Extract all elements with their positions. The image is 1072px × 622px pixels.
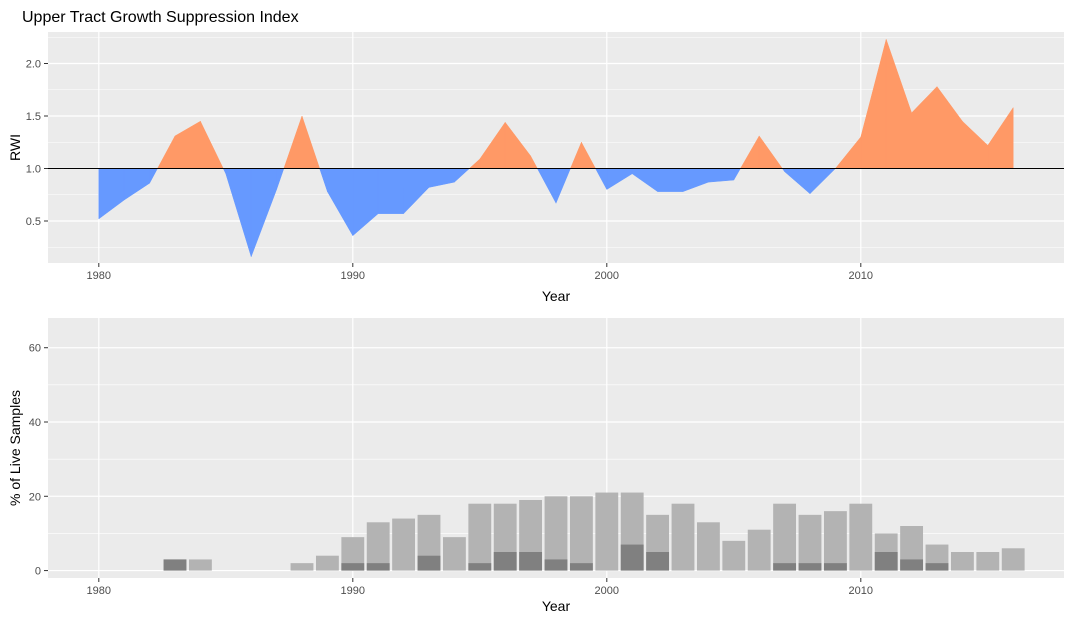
- y-tick-label: 20: [29, 491, 41, 503]
- bar-light: [798, 514, 822, 571]
- bar-dark: [925, 563, 949, 571]
- bar-dark: [544, 559, 568, 571]
- bar-dark: [468, 563, 492, 571]
- bar-dark: [900, 559, 924, 571]
- x-tick-label: 1990: [341, 585, 365, 597]
- bar-light: [544, 496, 568, 571]
- y-tick-label: 0.5: [26, 216, 41, 228]
- bar-light: [188, 559, 212, 571]
- y-tick-label: 40: [29, 417, 41, 429]
- bar-light: [671, 503, 695, 571]
- y-tick-label: 0: [35, 566, 41, 578]
- top-areas: [98, 39, 1014, 257]
- x-tick-label: 1980: [87, 585, 111, 597]
- bar-light: [569, 496, 593, 571]
- bar-light: [747, 529, 771, 571]
- bar-dark: [798, 563, 822, 571]
- bottom-y-axis-label: % of Live Samples: [7, 390, 23, 506]
- x-tick-label: 1990: [341, 270, 365, 282]
- bar-dark: [773, 563, 797, 571]
- rwi-area-segment: [657, 168, 684, 192]
- bar-light: [773, 503, 797, 571]
- x-tick-label: 2000: [595, 270, 619, 282]
- top-chart: Upper Tract Growth Suppression Index 0.5…: [7, 9, 1064, 304]
- top-x-axis-label: Year: [542, 288, 571, 304]
- y-tick-label: 2.0: [26, 59, 41, 71]
- bar-light: [341, 537, 365, 571]
- bottom-bars: [163, 492, 1025, 571]
- top-y-axis-ticks: 0.5 1.0 1.5 2.0: [26, 59, 48, 228]
- rwi-area-segment: [377, 168, 404, 214]
- bar-light: [722, 540, 746, 571]
- bar-dark: [493, 552, 517, 571]
- y-tick-label: 60: [29, 343, 41, 355]
- bottom-x-axis-label: Year: [542, 598, 571, 614]
- bar-dark: [519, 552, 543, 571]
- bar-dark: [366, 563, 390, 571]
- chart-title: Upper Tract Growth Suppression Index: [22, 9, 299, 26]
- bar-dark: [341, 563, 365, 571]
- bar-light: [696, 522, 720, 571]
- x-tick-label: 1980: [87, 270, 111, 282]
- bar-light: [366, 522, 390, 571]
- bar-dark: [646, 552, 670, 571]
- top-y-axis-label: RWI: [7, 134, 23, 161]
- bar-light: [1001, 548, 1025, 571]
- x-tick-label: 2000: [595, 585, 619, 597]
- bar-dark: [569, 563, 593, 571]
- y-tick-label: 1.0: [26, 164, 41, 176]
- bar-light: [595, 492, 619, 571]
- bar-light: [849, 503, 873, 571]
- bar-light: [823, 511, 847, 571]
- top-x-axis-ticks: 1980 1990 2000 2010: [87, 263, 873, 282]
- bar-dark: [874, 552, 898, 571]
- bar-light: [392, 518, 416, 571]
- bar-light: [950, 552, 974, 571]
- bar-dark: [620, 544, 644, 571]
- bar-light: [442, 537, 466, 571]
- bar-light: [315, 555, 339, 571]
- bottom-y-axis-ticks: 0 20 40 60: [29, 343, 48, 578]
- y-tick-label: 1.5: [26, 111, 41, 123]
- bar-dark: [417, 555, 441, 571]
- bar-light: [468, 503, 492, 571]
- bar-light: [290, 563, 314, 571]
- bar-dark: [163, 559, 187, 571]
- bottom-chart: 0 20 40 60 1980 1990 2000 2010 Year % of Live …: [7, 318, 1064, 614]
- bar-light: [976, 552, 1000, 571]
- rwi-area-segment: [708, 168, 735, 183]
- x-tick-label: 2010: [849, 270, 873, 282]
- bottom-x-axis-ticks: 1980 1990 2000 2010: [87, 578, 873, 597]
- bar-dark: [823, 563, 847, 571]
- x-tick-label: 2010: [849, 585, 873, 597]
